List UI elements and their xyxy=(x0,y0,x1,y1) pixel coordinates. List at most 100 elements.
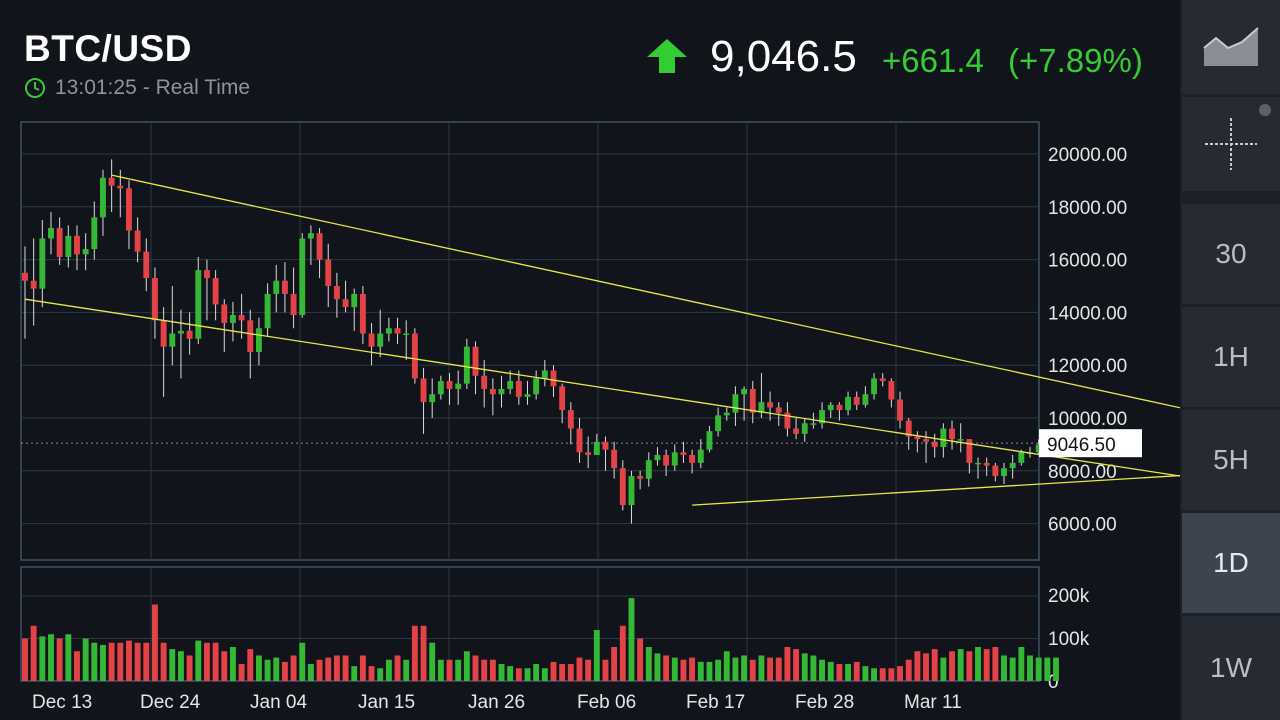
candle-body xyxy=(290,293,297,316)
volume-bar xyxy=(229,647,236,681)
volume-bar xyxy=(975,647,981,681)
price-axis-label: 10000.00 xyxy=(1048,409,1127,430)
candle-body xyxy=(619,468,626,506)
candle-body xyxy=(602,441,609,450)
last-price-label: 9046.50 xyxy=(1047,435,1116,456)
interval-label: 1D xyxy=(1213,547,1249,578)
volume-bar xyxy=(663,655,670,681)
candle-body xyxy=(420,378,427,403)
volume-bar xyxy=(91,642,98,681)
candle-body xyxy=(983,462,990,466)
volume-bar xyxy=(559,664,566,681)
candle-body xyxy=(949,428,955,440)
interval-1w-button[interactable]: 1W xyxy=(1182,616,1280,720)
candle-body xyxy=(91,217,98,250)
candle-body xyxy=(741,388,748,395)
volume-bar xyxy=(255,655,262,681)
volume-bar xyxy=(689,657,696,681)
area-chart-icon xyxy=(1203,27,1259,66)
volume-bar xyxy=(446,659,453,681)
candle-body xyxy=(784,412,791,429)
volume-bar xyxy=(65,634,72,681)
volume-bar xyxy=(1027,655,1033,681)
candle-body xyxy=(143,251,150,279)
chart-type-button[interactable] xyxy=(1182,0,1280,94)
volume-bar xyxy=(437,659,444,681)
volume-bar xyxy=(775,657,782,681)
volume-bar xyxy=(533,664,540,681)
candle-body xyxy=(178,330,184,334)
candle-body xyxy=(429,394,436,403)
volume-bar xyxy=(810,655,817,681)
candle-body xyxy=(680,452,687,455)
candle-body xyxy=(489,388,496,395)
volume-bar xyxy=(377,668,384,681)
volume-bar xyxy=(619,625,626,681)
candle-body xyxy=(238,315,245,321)
volume-bar xyxy=(637,638,644,681)
candle-body xyxy=(65,235,72,257)
volume-bar xyxy=(1044,657,1051,681)
candle-body xyxy=(134,230,141,252)
volume-bar xyxy=(671,657,678,681)
price-change-percent: (+7.89%) xyxy=(1008,42,1143,79)
candle-body xyxy=(126,188,132,231)
price-chart[interactable]: 20000.00 18000.00 16000.00 14000.00 12000.00… xyxy=(0,0,1180,720)
candle-body xyxy=(611,449,618,469)
volume-bar xyxy=(117,642,124,681)
crosshair-button[interactable] xyxy=(1182,97,1280,191)
candle-body xyxy=(1009,462,1016,469)
pair-title: BTC/USD xyxy=(24,28,192,69)
volume-bar xyxy=(108,642,115,681)
candle-body xyxy=(377,333,384,347)
interval-1h-button[interactable]: 1H xyxy=(1182,307,1280,407)
candle-body xyxy=(455,383,462,389)
interval-5h-button[interactable]: 5H xyxy=(1182,410,1280,510)
price-axis-label: 14000.00 xyxy=(1048,303,1127,324)
candle-body xyxy=(117,185,124,189)
volume-bar xyxy=(273,657,280,681)
candle-body xyxy=(871,378,878,395)
date-axis-label: Mar 11 xyxy=(904,692,962,713)
candle-body xyxy=(637,476,644,479)
candle-body xyxy=(74,235,80,255)
volume-bar xyxy=(680,659,687,681)
volume-bar xyxy=(923,653,929,681)
time-suffix: - Real Time xyxy=(142,76,251,99)
interval-1d-button[interactable]: 1D xyxy=(1182,513,1280,613)
candle-body xyxy=(810,423,817,425)
volume-bar xyxy=(567,664,574,681)
candle-body xyxy=(108,177,115,186)
candle-body xyxy=(82,249,89,255)
candle-body xyxy=(645,460,652,479)
volume-bar xyxy=(195,640,202,681)
volume-bar xyxy=(455,659,462,681)
candle-body xyxy=(879,378,886,382)
candle-body xyxy=(819,410,826,424)
volume-bar xyxy=(22,638,28,681)
volume-bar xyxy=(593,630,600,681)
indicator-dot xyxy=(1259,104,1271,116)
price-axis-label: 12000.00 xyxy=(1048,356,1127,377)
candle-body xyxy=(550,370,557,387)
volume-bar xyxy=(645,647,652,681)
volume-bar xyxy=(342,655,349,681)
volume-bar xyxy=(290,655,297,681)
volume-bar xyxy=(767,657,774,681)
candle-body xyxy=(56,227,63,257)
candle-body xyxy=(914,436,921,440)
interval-30-button[interactable]: 30 xyxy=(1182,204,1280,304)
candle-body xyxy=(862,394,869,405)
candle-body xyxy=(368,333,375,347)
volume-bar xyxy=(801,653,808,681)
volume-bar xyxy=(541,668,548,681)
candle-body xyxy=(975,462,981,465)
candle-body xyxy=(394,328,401,334)
candle-body xyxy=(221,304,228,323)
volume-bar xyxy=(100,644,106,681)
candle-body xyxy=(827,404,834,411)
candle-body xyxy=(689,454,696,463)
volume-axis-label: 200k xyxy=(1048,586,1090,607)
volume-bar xyxy=(914,651,921,681)
candle-body xyxy=(359,293,366,334)
